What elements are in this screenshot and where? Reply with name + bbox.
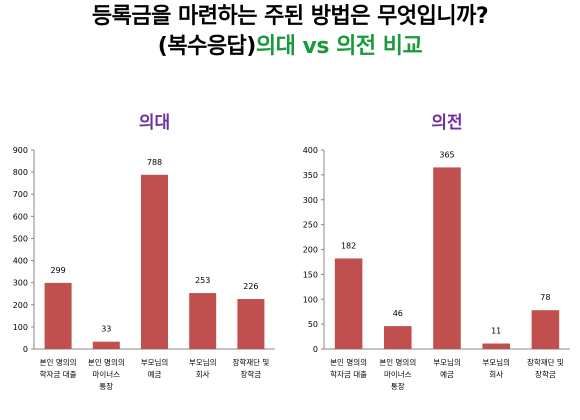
y-tick-label: 100 (303, 295, 318, 304)
data-label: 182 (341, 241, 356, 250)
data-label: 11 (491, 327, 501, 336)
title-prefix: (복수응답) (157, 34, 257, 59)
category-label-line: 통장 (99, 381, 113, 391)
chart-title: 의대 (139, 113, 170, 133)
bar (189, 293, 217, 349)
y-tick-label: 300 (13, 279, 28, 288)
category-label-line: 회사 (196, 370, 210, 379)
category-label-line: 본인 명의의 (40, 357, 77, 367)
bar (433, 167, 461, 349)
category-label-line: 학자금 대출 (330, 369, 367, 379)
y-tick-label: 150 (303, 270, 318, 279)
category-label-line: 장학재단 및 (527, 357, 564, 367)
data-label: 365 (439, 150, 454, 159)
bar (141, 174, 168, 349)
data-label: 46 (393, 309, 403, 318)
data-label: 299 (50, 266, 65, 275)
category-label-line: 본인 명의의 (330, 357, 367, 367)
category-label-line: 예금 (440, 369, 454, 379)
y-tick-label: 400 (13, 257, 28, 266)
y-tick-label: 700 (13, 190, 28, 199)
y-tick-label: 400 (303, 146, 318, 155)
data-label: 226 (243, 282, 258, 291)
y-tick-label: 0 (313, 345, 318, 354)
y-tick-label: 100 (13, 323, 28, 332)
y-tick-label: 200 (303, 246, 318, 255)
page-title: 등록금을 마련하는 주된 방법은 무엇입니까? (복수응답)의대 vs 의전 비… (0, 2, 580, 62)
bar (237, 299, 265, 349)
category-label-line: 장학금 (241, 369, 262, 379)
y-tick-label: 600 (13, 212, 28, 221)
y-tick-label: 300 (303, 196, 318, 205)
data-label: 253 (195, 276, 210, 285)
category-label-line: 마이너스 (92, 369, 120, 379)
category-label-line: 학자금 대출 (40, 369, 77, 379)
y-tick-label: 200 (13, 301, 28, 310)
title-accent: 의대 vs 의전 비교 (255, 34, 423, 59)
category-label-line: 예금 (148, 369, 162, 379)
y-tick-label: 900 (13, 146, 28, 155)
y-tick-label: 250 (303, 221, 318, 230)
category-label-line: 장학금 (535, 369, 556, 379)
category-label-line: 통장 (391, 381, 405, 391)
bar (44, 282, 72, 349)
bar (334, 258, 363, 349)
category-label-line: 본인 명의의 (88, 357, 125, 367)
y-tick-label: 50 (308, 320, 318, 329)
y-tick-label: 800 (13, 168, 28, 177)
category-label-line: 부모님의 (482, 357, 510, 367)
bar (482, 343, 510, 349)
category-label-line: 회사 (489, 370, 503, 379)
category-label-line: 부모님의 (189, 357, 217, 367)
category-label-line: 부모님의 (141, 357, 169, 367)
category-label-line: 본인 명의의 (379, 357, 416, 367)
category-label-line: 부모님의 (433, 357, 461, 367)
y-tick-label: 0 (23, 345, 28, 354)
y-tick-label: 500 (13, 234, 28, 243)
data-label: 33 (101, 325, 111, 334)
title-line-1: 등록금을 마련하는 주된 방법은 무엇입니까? (91, 4, 489, 29)
chart-title: 의전 (431, 113, 462, 133)
y-tick-label: 350 (303, 171, 318, 180)
data-label: 788 (147, 158, 162, 167)
bar (531, 310, 560, 349)
title-line-2: (복수응답)의대 vs 의전 비교 (0, 32, 580, 62)
category-label-line: 장학재단 및 (232, 357, 269, 367)
bar (92, 341, 120, 349)
bar (384, 326, 412, 349)
category-label-line: 마이너스 (384, 369, 412, 379)
data-label: 78 (540, 293, 550, 302)
